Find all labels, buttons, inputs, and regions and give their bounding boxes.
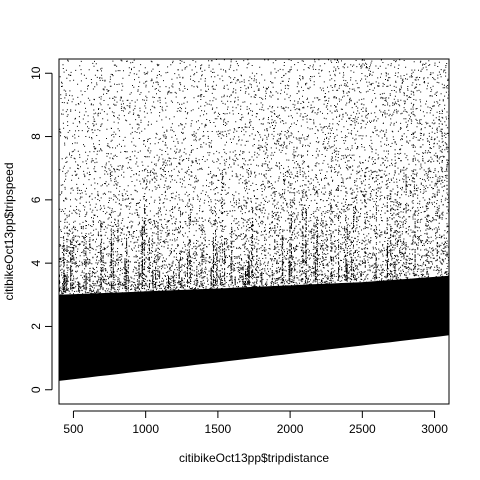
x-axis-label: citibikeOct13pp$tripdistance xyxy=(179,451,329,465)
x-tick-label: 3000 xyxy=(421,422,448,436)
y-tick-label: 6 xyxy=(29,196,43,203)
x-tick-label: 1000 xyxy=(132,422,159,436)
scatter-point-cloud xyxy=(59,59,449,303)
y-tick-label: 4 xyxy=(29,259,43,266)
plot-frame xyxy=(58,58,450,405)
y-tick-label: 0 xyxy=(29,386,43,393)
y-axis-label: citibikeOct13pp$tripspeed xyxy=(2,162,16,300)
y-tick-label: 8 xyxy=(29,133,43,140)
x-tick-label: 1500 xyxy=(205,422,232,436)
x-tick-label: 2500 xyxy=(349,422,376,436)
dense-point-band xyxy=(59,275,449,381)
y-tick-label: 2 xyxy=(29,323,43,330)
x-axis: 500 1000 1500 2000 2500 3000 xyxy=(63,410,448,436)
y-tick-label: 10 xyxy=(29,66,43,80)
y-axis: 0 2 4 6 8 10 xyxy=(29,66,53,393)
x-tick-label: 500 xyxy=(63,422,83,436)
x-tick-label: 2000 xyxy=(277,422,304,436)
scatter-points xyxy=(59,59,449,381)
